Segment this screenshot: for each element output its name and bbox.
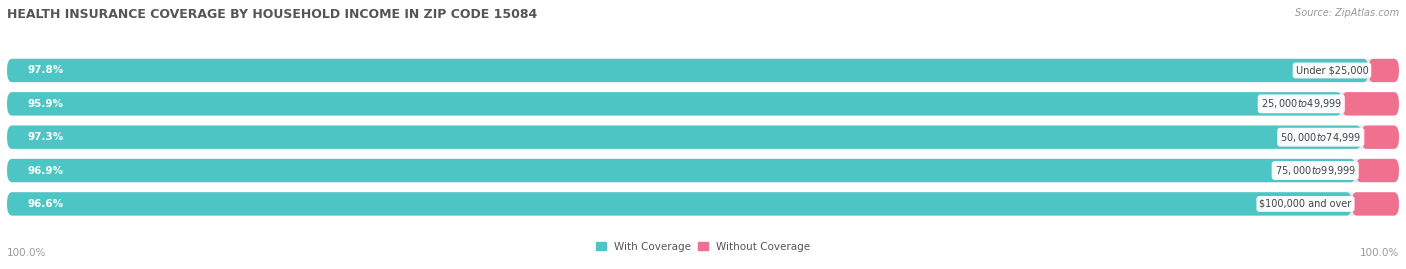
Text: 97.3%: 97.3%: [28, 132, 65, 142]
FancyBboxPatch shape: [7, 59, 1399, 82]
FancyBboxPatch shape: [7, 159, 1355, 182]
Text: 100.0%: 100.0%: [7, 248, 46, 258]
Text: 100.0%: 100.0%: [1360, 248, 1399, 258]
Text: Under $25,000: Under $25,000: [1295, 65, 1368, 76]
Text: 96.6%: 96.6%: [28, 199, 65, 209]
Text: HEALTH INSURANCE COVERAGE BY HOUSEHOLD INCOME IN ZIP CODE 15084: HEALTH INSURANCE COVERAGE BY HOUSEHOLD I…: [7, 8, 537, 21]
Text: Source: ZipAtlas.com: Source: ZipAtlas.com: [1295, 8, 1399, 18]
FancyBboxPatch shape: [7, 92, 1399, 115]
FancyBboxPatch shape: [7, 192, 1399, 215]
FancyBboxPatch shape: [7, 192, 1351, 215]
Text: $50,000 to $74,999: $50,000 to $74,999: [1281, 131, 1361, 144]
FancyBboxPatch shape: [7, 92, 1341, 115]
FancyBboxPatch shape: [1351, 192, 1399, 215]
FancyBboxPatch shape: [7, 126, 1361, 149]
Text: $25,000 to $49,999: $25,000 to $49,999: [1261, 97, 1341, 110]
Text: 97.8%: 97.8%: [28, 65, 65, 76]
FancyBboxPatch shape: [1341, 92, 1399, 115]
Text: $75,000 to $99,999: $75,000 to $99,999: [1275, 164, 1355, 177]
Text: 95.9%: 95.9%: [28, 99, 63, 109]
FancyBboxPatch shape: [7, 59, 1368, 82]
FancyBboxPatch shape: [1355, 159, 1399, 182]
FancyBboxPatch shape: [1368, 59, 1399, 82]
FancyBboxPatch shape: [1361, 126, 1399, 149]
Text: 96.9%: 96.9%: [28, 165, 63, 176]
Text: $100,000 and over: $100,000 and over: [1260, 199, 1351, 209]
Legend: With Coverage, Without Coverage: With Coverage, Without Coverage: [596, 242, 810, 252]
FancyBboxPatch shape: [7, 159, 1399, 182]
FancyBboxPatch shape: [7, 126, 1399, 149]
